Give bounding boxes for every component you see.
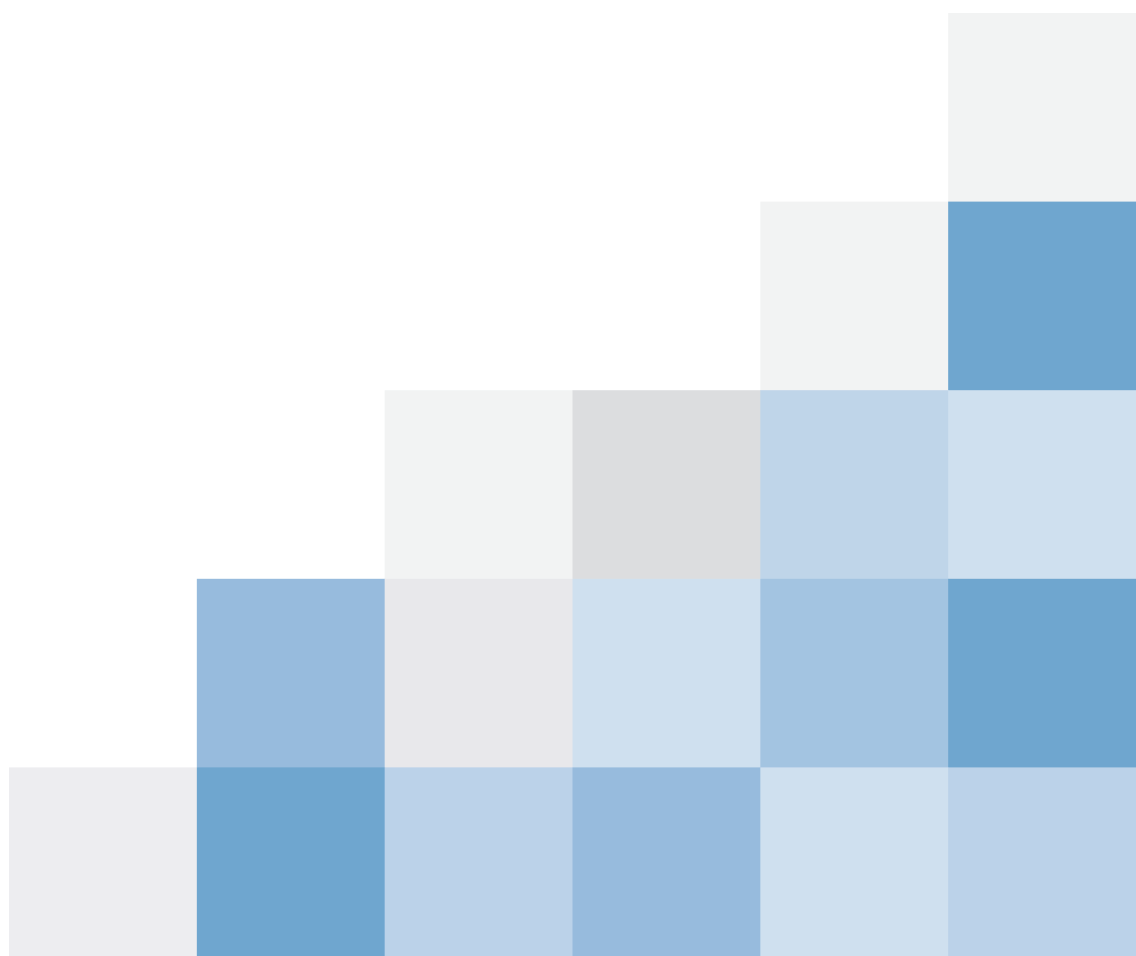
- heatmap-cell-r4-c0: [9, 767, 198, 956]
- heatmap-cell-r3-c1: [196, 578, 386, 768]
- heatmap-cell-r4-c1: [196, 767, 386, 956]
- heatmap-cell-r0-c5: [948, 13, 1136, 203]
- heatmap-cell-r1-c5: [948, 201, 1136, 391]
- heatmap-cell-r4-c4: [760, 767, 949, 956]
- heatmap-cell-r2-c2: [384, 390, 574, 580]
- heatmap-cell-r3-c2: [384, 578, 574, 768]
- heatmap-cell-r1-c4: [760, 201, 949, 391]
- heatmap-cell-r3-c4: [760, 578, 949, 768]
- heatmap-cell-r2-c3: [572, 390, 761, 580]
- heatmap-cell-r2-c5: [948, 390, 1136, 580]
- heatmap-cell-r3-c3: [572, 578, 761, 768]
- heatmap-cell-r4-c5: [948, 767, 1136, 956]
- heatmap-cell-r3-c5: [948, 578, 1136, 768]
- heatmap-cell-r2-c4: [760, 390, 949, 580]
- heatmap-cell-r4-c3: [572, 767, 761, 956]
- heatmap-cell-r4-c2: [384, 767, 574, 956]
